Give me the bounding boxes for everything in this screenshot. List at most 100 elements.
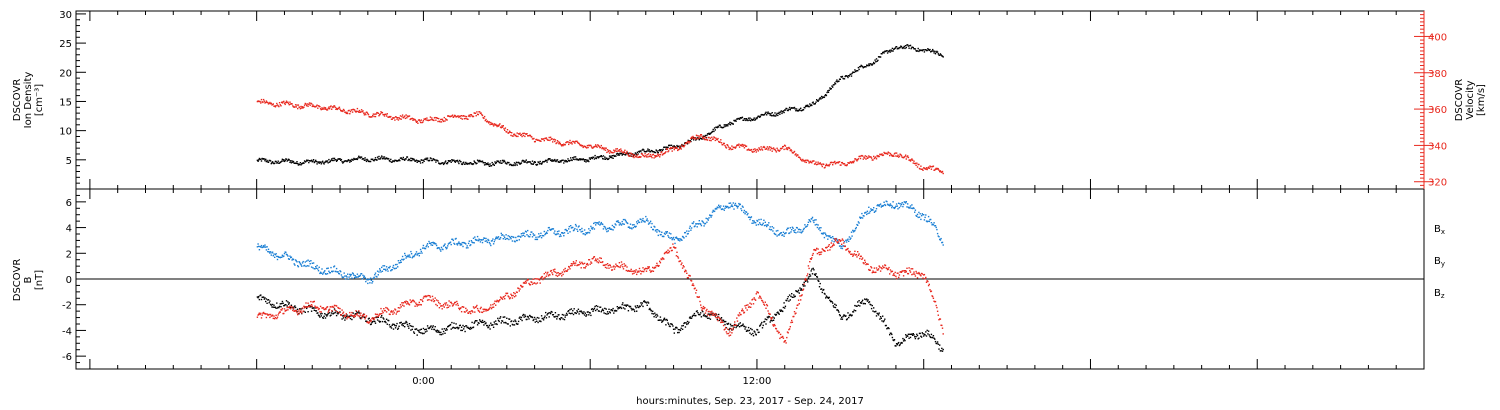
data-point: [401, 304, 404, 306]
data-point: [392, 266, 394, 269]
data-point: [383, 115, 386, 117]
data-point: [797, 154, 799, 156]
data-point: [588, 160, 590, 163]
data-point: [604, 158, 607, 160]
data-point: [328, 106, 330, 108]
data-point: [640, 156, 642, 158]
data-point: [272, 317, 274, 320]
data-point: [723, 321, 725, 323]
data-point: [476, 235, 479, 238]
data-point: [376, 270, 379, 272]
data-point: [374, 322, 377, 324]
data-point: [894, 47, 896, 49]
data-point: [296, 311, 298, 314]
data-point: [621, 263, 623, 266]
data-point: [307, 159, 309, 161]
data-point: [895, 46, 898, 48]
data-point: [568, 225, 570, 228]
data-point: [667, 151, 669, 153]
data-point: [359, 314, 361, 316]
data-point: [345, 313, 347, 315]
data-point: [626, 150, 628, 153]
data-point: [416, 254, 418, 256]
data-point: [933, 52, 935, 54]
data-point: [468, 114, 470, 116]
data-point: [396, 322, 398, 325]
data-point: [789, 227, 791, 229]
data-point: [352, 315, 354, 317]
data-point: [638, 151, 641, 153]
data-point: [745, 118, 748, 120]
data-point: [636, 271, 639, 273]
data-point: [310, 304, 313, 306]
data-point: [590, 227, 593, 229]
data-point: [579, 159, 582, 161]
data-point: [902, 46, 905, 49]
data-point: [359, 274, 361, 277]
data-point: [534, 161, 536, 163]
data-point: [474, 236, 476, 238]
bottom-ylabel: B: [23, 276, 34, 283]
data-point: [809, 105, 812, 107]
data-point: [486, 163, 489, 166]
data-point: [941, 347, 943, 350]
data-point: [339, 270, 341, 272]
data-point: [879, 203, 882, 205]
data-point: [390, 327, 393, 329]
data-point: [901, 202, 903, 204]
data-point: [779, 149, 781, 152]
data-point: [466, 163, 468, 165]
data-point: [415, 251, 418, 253]
data-point: [650, 310, 652, 312]
data-point: [665, 151, 667, 153]
data-point: [276, 104, 279, 106]
data-point: [610, 266, 612, 268]
series-bz: [256, 238, 944, 344]
data-point: [265, 246, 267, 248]
data-point: [716, 318, 718, 321]
data-point: [392, 313, 394, 315]
data-point: [709, 314, 711, 317]
data-point: [458, 327, 460, 329]
data-point: [344, 160, 347, 162]
data-point: [426, 157, 429, 159]
data-point: [490, 307, 493, 310]
data-point: [291, 306, 293, 308]
data-point: [564, 267, 566, 270]
data-point: [632, 226, 634, 229]
data-point: [399, 307, 401, 309]
data-point: [741, 145, 743, 147]
data-point: [905, 336, 907, 338]
data-point: [761, 327, 764, 329]
data-point: [689, 225, 691, 227]
data-point: [725, 206, 728, 209]
data-point: [270, 102, 272, 104]
data-point: [711, 131, 713, 133]
data-point: [489, 163, 491, 165]
data-point: [582, 263, 584, 265]
data-point: [697, 137, 699, 140]
data-point: [310, 300, 312, 303]
data-point: [809, 221, 812, 223]
data-point: [306, 265, 309, 267]
data-point: [499, 299, 501, 301]
data-point: [501, 159, 504, 162]
data-point: [401, 158, 404, 161]
data-point: [665, 318, 668, 321]
data-point: [522, 313, 525, 316]
data-point: [365, 160, 368, 163]
data-point: [896, 205, 898, 207]
data-point: [486, 240, 488, 242]
data-point: [441, 118, 443, 120]
data-point: [503, 235, 505, 237]
data-point: [493, 164, 495, 166]
data-point: [634, 305, 637, 307]
data-point: [606, 311, 609, 313]
data-point: [452, 326, 454, 329]
data-point: [620, 150, 623, 152]
data-point: [925, 335, 928, 337]
data-point: [322, 307, 325, 309]
data-point: [588, 314, 590, 316]
data-point: [895, 345, 897, 347]
data-point: [889, 203, 892, 205]
